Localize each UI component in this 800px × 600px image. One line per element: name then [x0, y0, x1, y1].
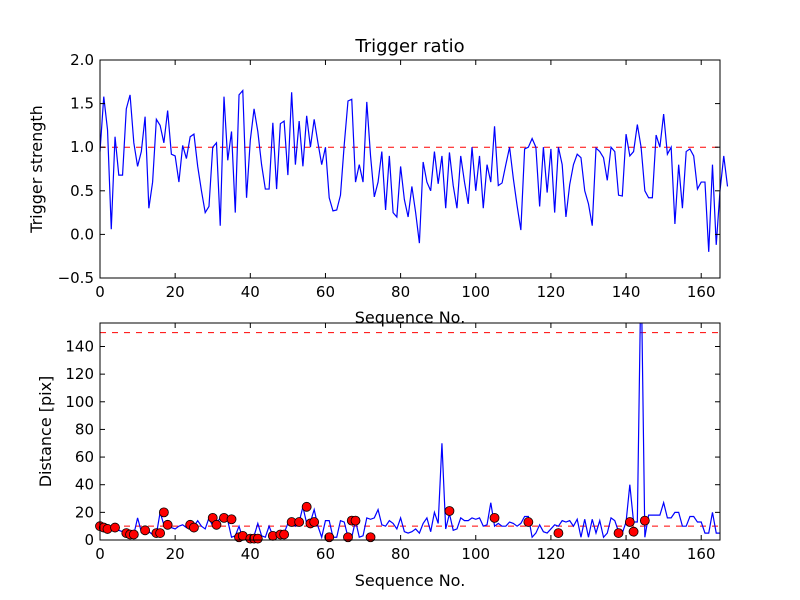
y-tick-label: 1.5	[70, 95, 94, 113]
flagged-point	[301, 501, 312, 512]
x-tick-label: 40	[241, 545, 260, 563]
y-tick-label: −0.5	[58, 269, 94, 287]
chart-title: Trigger ratio	[354, 36, 464, 57]
flagged-point	[624, 517, 635, 527]
y-tick-label: 60	[75, 448, 94, 466]
x-tick-label: 20	[166, 283, 185, 301]
y-tick-label: 0	[84, 531, 94, 549]
flagged-point	[628, 526, 639, 537]
y-tick-label: 1.0	[70, 138, 94, 156]
flagged-point	[279, 529, 290, 540]
x-tick-label: 140	[612, 283, 641, 301]
y-tick-label: 100	[65, 393, 94, 411]
x-tick-label: 20	[166, 545, 185, 563]
distance-panel: 0 20 40 60 80 100 120 140 160 0 20 40 60 80 100 120 140…	[36, 322, 721, 590]
flagged-point	[324, 532, 335, 543]
y-axis-label: Trigger strength	[27, 105, 46, 234]
x-tick-label: 60	[316, 545, 335, 563]
flagged-point	[211, 519, 222, 530]
series-line	[100, 323, 720, 540]
x-tick-label: 0	[95, 283, 105, 301]
flagged-point	[226, 514, 237, 525]
y-tick-label: 0.5	[70, 182, 94, 200]
x-tick-label: 160	[687, 545, 716, 563]
x-tick-label: 120	[537, 283, 566, 301]
x-tick-label: 120	[537, 545, 566, 563]
flagged-point	[155, 528, 166, 538]
series-line	[99, 88, 729, 252]
x-tick-label: 60	[316, 283, 335, 301]
y-tick-label: 0.0	[70, 225, 94, 243]
y-tick-label: 2.0	[70, 51, 94, 69]
flagged-point	[489, 512, 500, 523]
y-tick-label: 40	[75, 476, 94, 494]
x-tick-label: 100	[461, 283, 490, 301]
x-tick-label: 100	[461, 545, 490, 563]
x-tick-label: 160	[687, 283, 716, 301]
y-tick-label: 20	[75, 503, 94, 521]
y-tick-label: 140	[65, 337, 94, 355]
flagged-point	[252, 533, 263, 544]
plot-frame	[99, 322, 721, 541]
flagged-point	[140, 525, 150, 536]
x-tick-label: 80	[391, 283, 410, 301]
x-axis-label: Sequence No.	[355, 571, 466, 590]
x-tick-label: 140	[612, 545, 641, 563]
flagged-point	[309, 517, 320, 527]
flagged-point	[523, 517, 534, 527]
flagged-point	[189, 522, 199, 533]
flagged-point	[613, 528, 624, 538]
flagged-point	[553, 528, 564, 538]
flagged-point	[343, 532, 353, 543]
flagged-point	[350, 515, 361, 526]
flagged-point	[162, 519, 173, 530]
flagged-point	[110, 522, 120, 533]
trigger-ratio-panel: 0 20 40 60 80 100 120 140 160 −0.5 0.0 0.5 1.0 1.5 2.…	[27, 36, 729, 327]
x-tick-label: 80	[391, 545, 410, 563]
flagged-point	[294, 517, 305, 527]
y-tick-label: 120	[65, 365, 94, 383]
y-tick-label: 80	[75, 420, 94, 438]
flagged-point	[639, 515, 650, 526]
x-tick-label: 40	[241, 283, 260, 301]
flagged-point	[158, 507, 169, 518]
x-axis-label: Sequence No.	[355, 308, 466, 327]
y-axis-label: Distance [pix]	[36, 376, 55, 488]
plot-frame	[99, 59, 721, 279]
x-tick-label: 0	[95, 545, 105, 563]
flagged-point	[128, 529, 139, 540]
flagged-point	[365, 532, 376, 543]
flagged-point	[444, 506, 455, 516]
